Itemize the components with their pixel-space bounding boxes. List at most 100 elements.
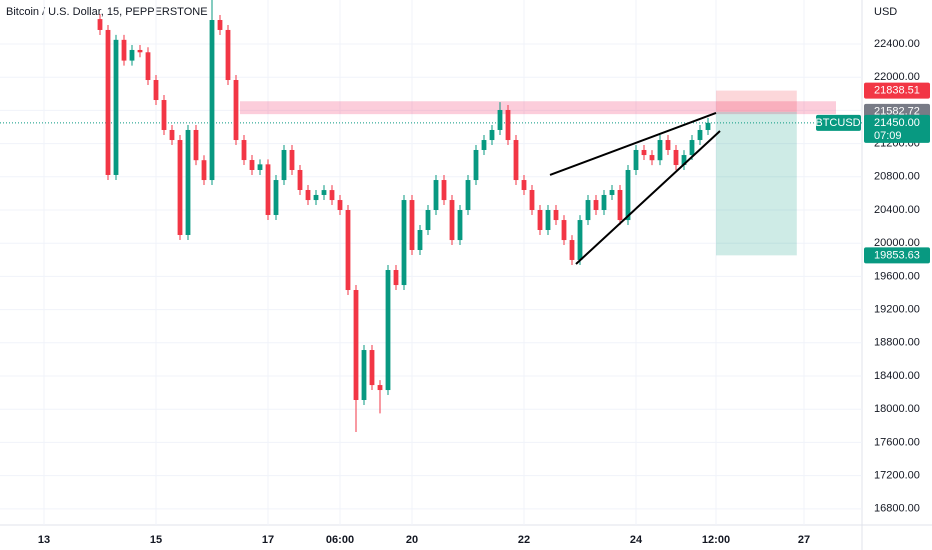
candle-body: [633, 149, 639, 170]
candle-body: [233, 80, 239, 141]
candle-body: [689, 140, 695, 156]
x-tick-label: 27: [798, 534, 810, 546]
price-badge: [864, 114, 930, 143]
y-tick-label: 18000.00: [874, 403, 920, 415]
candle-body: [641, 149, 647, 156]
candle-body: [577, 220, 583, 260]
candle-body: [297, 169, 303, 190]
candle-body: [649, 155, 655, 161]
candle-body: [329, 190, 335, 201]
x-tick-label: 22: [518, 534, 530, 546]
candle-body: [681, 155, 687, 166]
candle-body: [241, 140, 247, 161]
candle-body: [665, 140, 671, 150]
candle-body: [545, 210, 551, 231]
y-tick-label: 20800.00: [874, 171, 920, 183]
candle-body: [217, 20, 223, 30]
candle-body: [409, 200, 415, 251]
candle-body: [393, 270, 399, 286]
y-tick-label: 17600.00: [874, 436, 920, 448]
candle-body: [177, 140, 183, 235]
candle-body: [449, 200, 455, 241]
candle-body: [561, 220, 567, 241]
candle-body: [625, 169, 631, 221]
price-badge-label: 21582.72: [874, 106, 920, 118]
candle-body: [705, 122, 711, 130]
candle-body: [193, 129, 199, 161]
price-badge-label: 19853.63: [874, 249, 920, 261]
candle-body: [97, 19, 103, 30]
candle-body: [457, 210, 463, 241]
candle-body: [121, 39, 127, 61]
candle-body: [201, 160, 207, 181]
price-badge-label: 21838.51: [874, 85, 920, 97]
candle-body: [585, 200, 591, 221]
candle-body: [153, 80, 159, 101]
candle-body: [169, 129, 175, 141]
candle-body: [209, 20, 215, 181]
candle-body: [425, 210, 431, 231]
y-tick-label: 22000.00: [874, 71, 920, 83]
candle-body: [521, 180, 527, 190]
candle-body: [529, 189, 535, 210]
chart-title: Bitcoin / U.S. Dollar, 15, PEPPERSTONE: [6, 6, 208, 18]
x-tick-label: 12:00: [702, 534, 730, 546]
y-tick-label: 17200.00: [874, 470, 920, 482]
trend-line: [549, 112, 717, 176]
target-zone: [716, 111, 797, 256]
candle-body: [113, 39, 119, 175]
x-tick-label: 17: [262, 534, 274, 546]
candle-body: [321, 190, 327, 195]
x-tick-label: 13: [38, 534, 50, 546]
candle-body: [305, 189, 311, 201]
y-tick-label: 19200.00: [874, 304, 920, 316]
candle-body: [257, 164, 263, 170]
price-badge: [864, 82, 930, 99]
countdown: 07:09: [874, 130, 902, 142]
symbol-badge: [816, 114, 861, 131]
trend-line: [575, 130, 721, 265]
price-badge-label: 21450.00: [874, 117, 920, 129]
candle-body: [289, 149, 295, 170]
x-tick-label: 24: [630, 534, 643, 546]
candle-body: [513, 140, 519, 181]
y-tick-label: 20000.00: [874, 237, 920, 249]
candle-body: [553, 210, 559, 221]
candle-body: [537, 210, 543, 231]
candle-body: [105, 29, 111, 175]
candle-body: [145, 52, 151, 81]
candle-body: [161, 100, 167, 130]
candle-body: [593, 200, 599, 210]
symbol-label: BTCUSD: [815, 117, 860, 129]
currency: USD: [874, 6, 897, 18]
candle-body: [601, 194, 607, 210]
price-badge: [864, 247, 930, 264]
candle-body: [265, 164, 271, 215]
candle-body: [249, 160, 255, 170]
candle-body: [617, 189, 623, 221]
candle-body: [361, 350, 367, 400]
candle-body: [505, 109, 511, 141]
stop-zone: [716, 90, 797, 112]
candle-body: [673, 149, 679, 166]
y-tick-label: 18400.00: [874, 370, 920, 382]
candle-body: [433, 180, 439, 210]
candle-body: [385, 270, 391, 391]
x-tick-label: 06:00: [326, 534, 354, 546]
candle-body: [225, 29, 231, 81]
candle-body: [313, 194, 319, 201]
candle-body: [473, 149, 479, 181]
y-tick-label: 18800.00: [874, 337, 920, 349]
candle-body: [353, 290, 359, 400]
y-tick-label: 19600.00: [874, 270, 920, 282]
candle-body: [377, 385, 383, 391]
candle-body: [497, 109, 503, 130]
candle-body: [569, 240, 575, 260]
candle-body: [345, 210, 351, 291]
candle-body: [489, 129, 495, 141]
candle-body: [129, 49, 135, 61]
candle-body: [273, 180, 279, 215]
candle-body: [609, 189, 615, 195]
